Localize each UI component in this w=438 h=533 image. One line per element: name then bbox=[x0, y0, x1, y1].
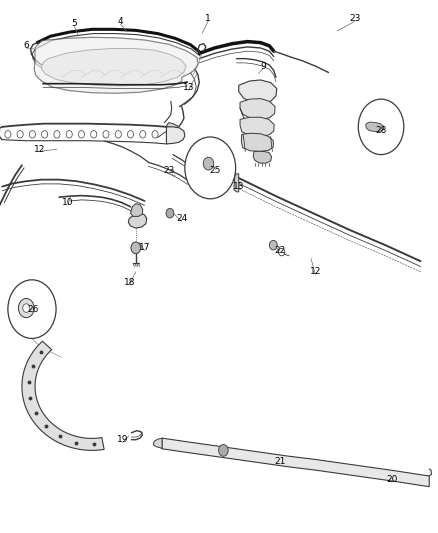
Circle shape bbox=[166, 208, 174, 218]
Circle shape bbox=[185, 137, 236, 199]
Polygon shape bbox=[131, 204, 143, 216]
Text: 19: 19 bbox=[117, 435, 128, 444]
Text: 23: 23 bbox=[163, 166, 174, 175]
Text: 21: 21 bbox=[275, 457, 286, 465]
Text: 28: 28 bbox=[375, 126, 387, 135]
Circle shape bbox=[66, 131, 72, 138]
Circle shape bbox=[54, 131, 60, 138]
Text: 13: 13 bbox=[233, 182, 244, 191]
Text: 5: 5 bbox=[71, 20, 78, 28]
Polygon shape bbox=[166, 127, 185, 144]
Text: 24: 24 bbox=[176, 214, 187, 223]
Polygon shape bbox=[239, 80, 277, 103]
Circle shape bbox=[131, 242, 141, 254]
Circle shape bbox=[152, 131, 158, 138]
Polygon shape bbox=[166, 123, 179, 133]
Polygon shape bbox=[34, 37, 198, 93]
Polygon shape bbox=[240, 117, 274, 136]
Circle shape bbox=[115, 131, 121, 138]
Circle shape bbox=[358, 99, 404, 155]
Text: 1: 1 bbox=[205, 14, 211, 23]
Circle shape bbox=[23, 304, 30, 312]
Polygon shape bbox=[241, 133, 273, 151]
Text: 12: 12 bbox=[310, 268, 321, 276]
Text: 10: 10 bbox=[62, 198, 74, 207]
Polygon shape bbox=[153, 438, 162, 449]
Circle shape bbox=[42, 131, 48, 138]
Text: 18: 18 bbox=[124, 278, 135, 287]
Text: 26: 26 bbox=[27, 305, 39, 313]
Circle shape bbox=[29, 131, 35, 138]
Circle shape bbox=[140, 131, 146, 138]
Text: 25: 25 bbox=[209, 166, 220, 175]
Circle shape bbox=[219, 445, 228, 456]
Polygon shape bbox=[253, 151, 272, 163]
Polygon shape bbox=[240, 99, 275, 119]
Circle shape bbox=[78, 131, 85, 138]
Text: 23: 23 bbox=[349, 14, 360, 23]
Text: 20: 20 bbox=[386, 475, 398, 484]
Polygon shape bbox=[162, 438, 429, 487]
Circle shape bbox=[203, 157, 214, 170]
Text: 9: 9 bbox=[260, 62, 266, 71]
Polygon shape bbox=[234, 174, 239, 192]
Circle shape bbox=[91, 131, 97, 138]
Polygon shape bbox=[22, 341, 104, 450]
Circle shape bbox=[8, 280, 56, 338]
Polygon shape bbox=[128, 213, 147, 228]
Text: 17: 17 bbox=[139, 244, 150, 252]
Text: 4: 4 bbox=[118, 17, 123, 26]
Circle shape bbox=[269, 240, 277, 250]
Text: 22: 22 bbox=[275, 246, 286, 255]
Circle shape bbox=[5, 131, 11, 138]
Text: 6: 6 bbox=[23, 41, 29, 50]
Circle shape bbox=[18, 298, 34, 318]
Polygon shape bbox=[366, 122, 384, 132]
Text: 12: 12 bbox=[34, 145, 45, 154]
Circle shape bbox=[103, 131, 109, 138]
Polygon shape bbox=[42, 49, 186, 86]
Circle shape bbox=[127, 131, 134, 138]
Text: 13: 13 bbox=[183, 84, 194, 92]
Circle shape bbox=[279, 248, 285, 256]
Circle shape bbox=[17, 131, 23, 138]
